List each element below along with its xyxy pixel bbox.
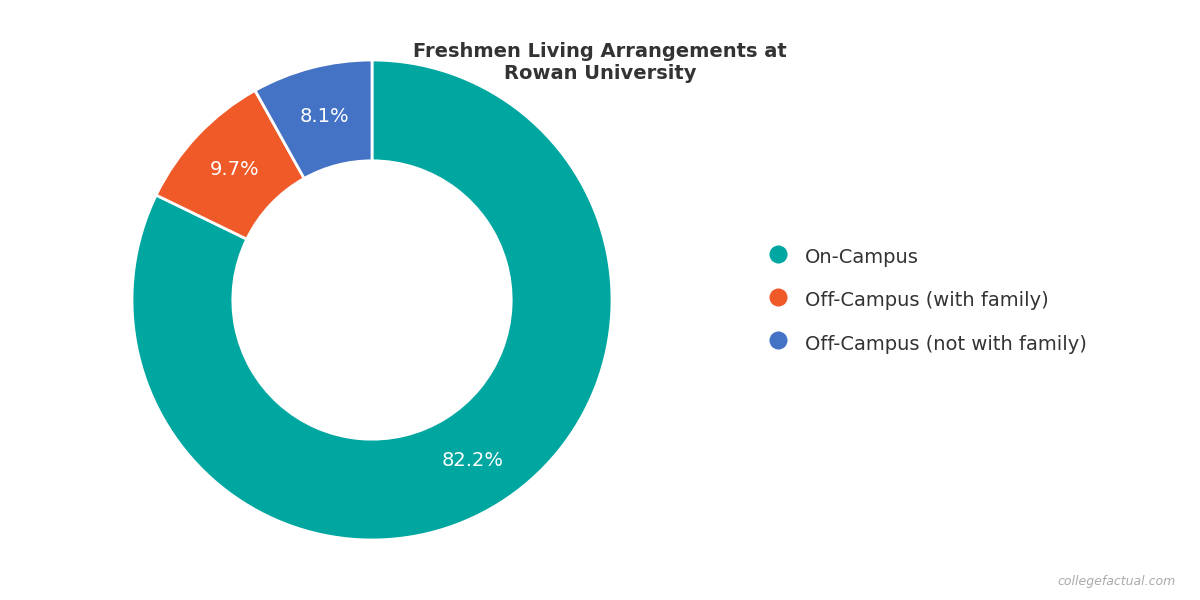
Legend: On-Campus, Off-Campus (with family), Off-Campus (not with family): On-Campus, Off-Campus (with family), Off… xyxy=(756,235,1097,365)
Text: 9.7%: 9.7% xyxy=(209,160,259,179)
Wedge shape xyxy=(156,91,304,239)
Wedge shape xyxy=(132,60,612,540)
Text: 82.2%: 82.2% xyxy=(442,451,504,470)
Wedge shape xyxy=(256,60,372,178)
Text: Freshmen Living Arrangements at
Rowan University: Freshmen Living Arrangements at Rowan Un… xyxy=(413,42,787,83)
Text: 8.1%: 8.1% xyxy=(300,107,349,126)
Text: collegefactual.com: collegefactual.com xyxy=(1057,575,1176,588)
